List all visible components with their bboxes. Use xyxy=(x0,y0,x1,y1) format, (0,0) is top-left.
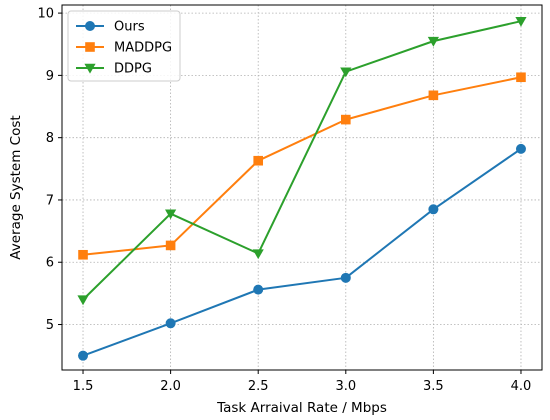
data-point-ours xyxy=(165,318,176,329)
data-point-maddpg xyxy=(340,114,351,125)
data-point-ddpg xyxy=(165,209,177,220)
data-point-ours xyxy=(253,284,264,295)
data-point-maddpg xyxy=(78,249,88,260)
legend-item-maddpg: MADDPG xyxy=(76,41,172,56)
x-tick-label: 2.5 xyxy=(248,379,269,394)
x-tick-label: 1.5 xyxy=(73,379,94,394)
y-tick-label: 8 xyxy=(46,131,54,146)
y-tick-label: 9 xyxy=(46,69,54,84)
series-ddpg xyxy=(77,16,527,306)
legend-box xyxy=(67,10,181,82)
data-point-maddpg xyxy=(165,240,176,251)
data-point-ddpg xyxy=(77,295,89,306)
data-point-maddpg xyxy=(516,72,526,83)
y-axis-label: Average System Cost xyxy=(8,115,24,259)
data-point-ddpg xyxy=(252,249,264,260)
series-line-ddpg xyxy=(82,20,522,301)
data-point-maddpg xyxy=(253,155,264,166)
series-line-maddpg xyxy=(82,76,522,256)
legend-label-maddpg: MADDPG xyxy=(114,41,172,56)
y-tick-label: 10 xyxy=(37,7,54,22)
grid xyxy=(62,5,542,370)
x-tick-label: 3.5 xyxy=(423,379,444,394)
legend-label-ddpg: DDPG xyxy=(114,62,152,77)
data-point-ours xyxy=(340,272,351,283)
legend-marker-ours xyxy=(85,21,95,31)
y-tick-label: 5 xyxy=(46,318,54,333)
series-maddpg xyxy=(78,72,526,260)
data-point-ddpg xyxy=(340,67,352,78)
x-tick-label: 3.0 xyxy=(335,379,356,394)
legend-marker-maddpg xyxy=(85,42,95,52)
legend-item-ours: Ours xyxy=(76,20,145,35)
x-axis-label: Task Arraival Rate / Mbps xyxy=(216,400,387,416)
y-tick-label: 7 xyxy=(46,193,54,208)
data-point-ours xyxy=(515,143,526,154)
plot-frame xyxy=(61,4,543,371)
series-line-ours xyxy=(82,148,522,357)
data-point-maddpg xyxy=(428,90,439,101)
x-tick-label: 2.0 xyxy=(160,379,181,394)
series-layer xyxy=(77,16,527,361)
legend-marker-ddpg xyxy=(84,63,96,74)
legend-item-ddpg: DDPG xyxy=(76,62,152,77)
legend-label-ours: Ours xyxy=(114,20,145,35)
data-point-ddpg xyxy=(515,16,527,27)
data-point-ours xyxy=(428,204,439,215)
x-axis-ticks: 1.5 2.0 2.5 3.0 3.5 4.0 xyxy=(73,370,532,394)
data-point-ddpg xyxy=(427,36,439,47)
data-point-ours xyxy=(78,350,89,361)
y-axis-ticks: 5 6 7 8 9 10 xyxy=(37,7,62,333)
x-tick-label: 4.0 xyxy=(511,379,532,394)
legend: Ours MADDPG DDPG xyxy=(67,10,181,82)
series-ours xyxy=(78,143,526,361)
y-tick-label: 6 xyxy=(46,256,54,271)
